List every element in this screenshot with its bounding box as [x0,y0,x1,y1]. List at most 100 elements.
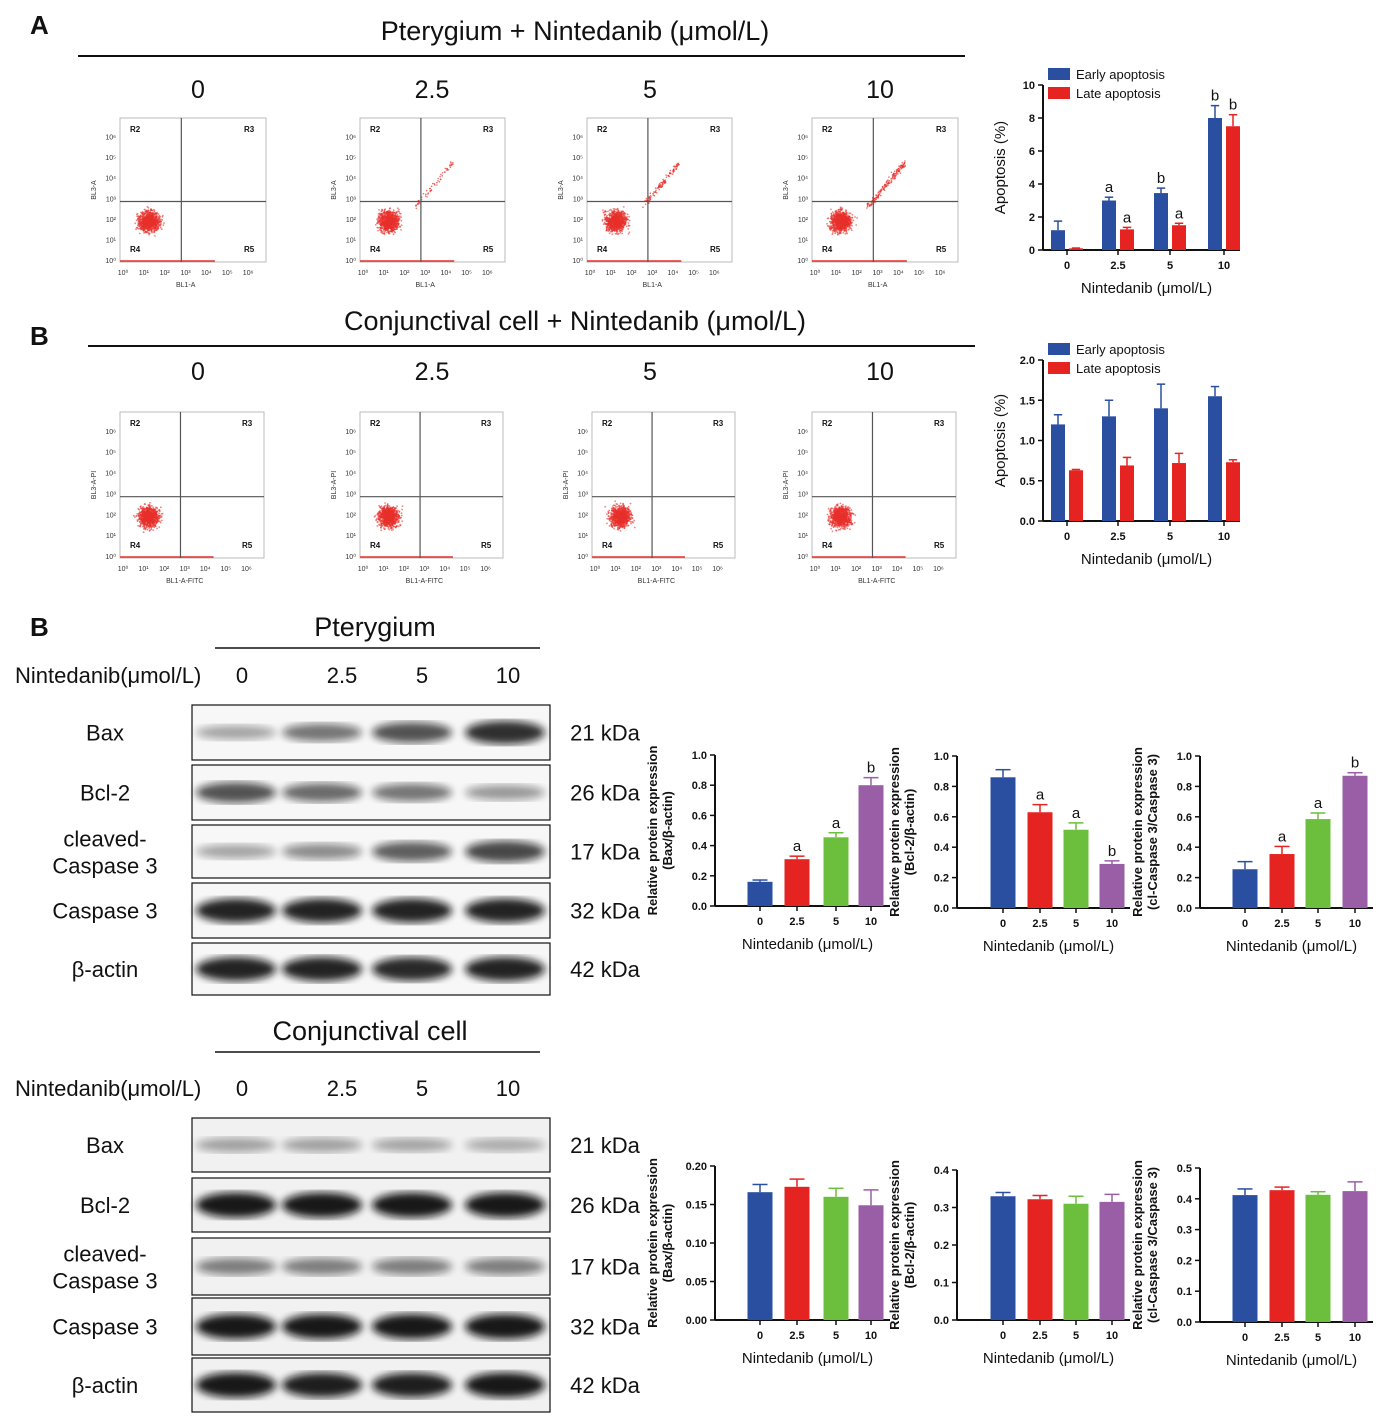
event-dot [611,219,613,222]
event-dot [839,217,841,220]
event-dot [143,226,146,229]
event-dot [837,217,840,220]
event-dot [674,166,677,168]
event-dot [399,212,402,215]
event-dot [839,210,841,213]
event-dot [384,230,386,233]
event-dots [374,161,454,236]
event-dot [868,204,871,207]
event-dot [603,216,606,219]
event-dot [449,166,452,169]
event-dot [827,225,830,228]
event-dot [139,216,142,219]
event-dot [883,186,886,189]
event-dot [143,520,146,523]
event-dot [611,225,614,228]
event-dot [384,217,387,219]
event-dot [153,512,156,515]
event-dot [626,213,629,216]
event-dot [672,169,675,171]
event-dot [141,218,144,220]
event-dot [656,187,659,189]
event-dot [612,208,615,210]
event-dot [415,204,417,207]
event-dot [147,215,150,218]
dose-label: 10 [866,358,894,386]
event-dot [143,232,145,234]
event-dot [839,215,842,217]
event-dot [834,225,837,228]
event-dot [616,225,618,228]
event-dot [161,216,164,218]
event-dot [866,207,868,209]
event-dot [380,210,383,213]
event-dot [654,187,657,189]
event-dot [855,224,858,226]
event-dot [150,528,153,531]
event-dot [830,212,832,215]
y-tick-label: 10⁶ [572,135,583,142]
event-dot [422,192,425,195]
event-dot [608,209,611,212]
y-tick-label: 10³ [798,196,809,203]
event-dot [148,508,150,511]
event-dot [159,222,162,225]
event-dot [147,510,150,512]
event-dot [834,220,837,223]
event-dot [140,227,143,230]
dose-label: 0 [191,358,205,386]
quadrant-label: R2 [822,125,833,134]
event-dot [400,224,403,227]
event-dot [159,521,162,524]
x-tick-label: 10⁰ [118,565,129,573]
event-dot [160,513,163,515]
event-dot [157,227,159,230]
event-dot [896,169,898,171]
dose-label: 2.5 [415,358,450,386]
event-dot [161,219,164,221]
event-dot [837,224,839,227]
event-dot [894,173,897,175]
event-dot [381,223,384,226]
event-dot [649,194,652,197]
event-dot [145,511,148,514]
event-dot [611,211,614,214]
event-dot [163,222,165,225]
event-dot [608,232,611,235]
event-dot [155,510,158,513]
event-dot [851,213,854,216]
event-dot [390,228,393,230]
panel-title: Pterygium + Nintedanib (μmol/L) [381,16,769,46]
event-dot [886,180,888,183]
event-dot [675,163,678,166]
event-dot [379,221,381,223]
event-dot [616,227,619,230]
event-dot [376,218,378,221]
event-dot [153,229,156,232]
event-dot [656,192,658,194]
event-dot [380,225,383,227]
quadrant-label: R3 [244,125,255,134]
event-dot [149,211,152,213]
x-tick-label: 10³ [180,566,191,573]
event-dot [611,230,613,233]
quadrant-label: R5 [242,541,253,550]
y-tick-label: 10¹ [346,237,357,244]
event-dot [617,215,620,217]
event-dot [614,217,616,220]
event-dot [152,224,155,227]
event-dot [140,518,143,521]
event-dot [386,231,388,234]
event-dot [675,168,678,170]
event-dot [143,228,146,231]
x-tick-label: 10⁴ [440,270,451,277]
event-dot [392,218,395,221]
event-dot [881,187,884,189]
event-dot [603,221,606,224]
x-tick-label: 10⁰ [118,269,129,277]
y-tick-label: 10³ [106,491,117,498]
event-dot [449,161,452,163]
event-dot [845,209,847,211]
y-tick-label: 10⁵ [572,155,583,162]
event-dot [901,165,904,167]
